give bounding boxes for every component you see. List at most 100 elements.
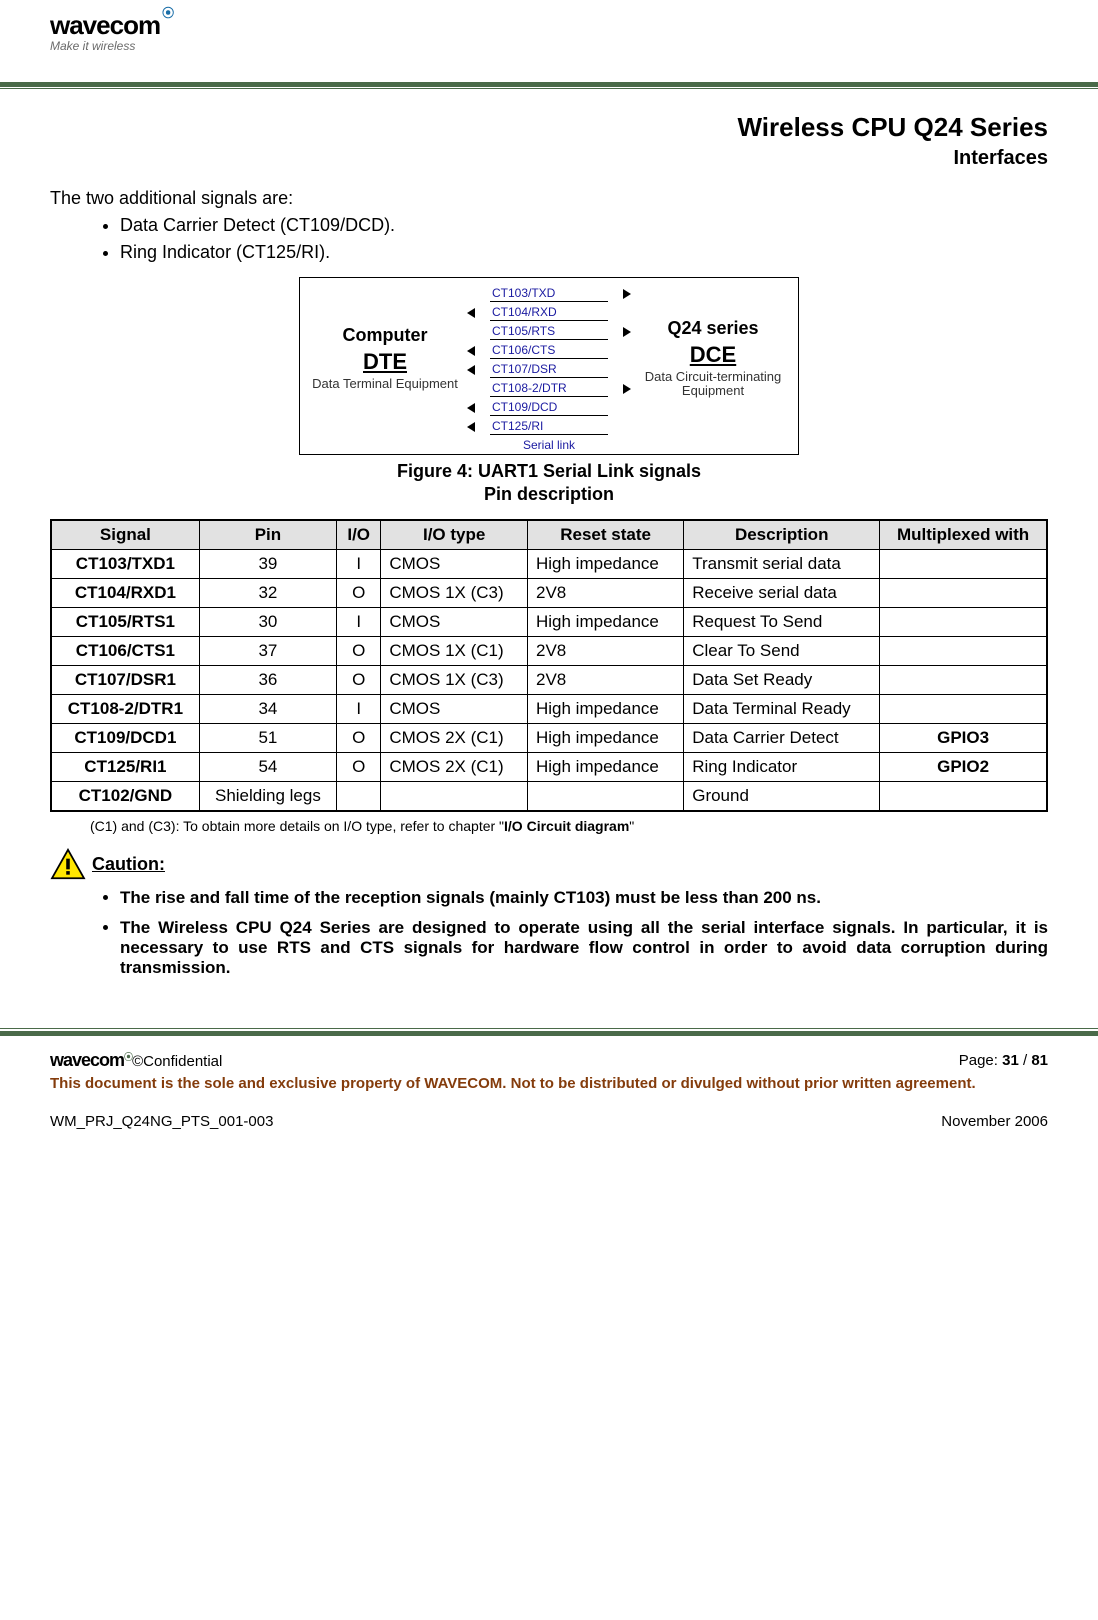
table-cell: 34	[199, 695, 336, 724]
table-row: CT109/DCD151OCMOS 2X (C1)High impedanceD…	[51, 724, 1047, 753]
signal-arrow-left	[470, 363, 490, 377]
table-cell: 2V8	[528, 579, 684, 608]
footer-date: November 2006	[941, 1113, 1048, 1130]
signal-arrow-right	[608, 325, 628, 339]
table-cell: O	[337, 666, 381, 695]
signal-arrow-left	[470, 344, 490, 358]
diagram-signal-row: CT108-2/DTR	[470, 379, 628, 398]
table-cell: Transmit serial data	[684, 550, 880, 579]
caution-block: Caution: The rise and fall time of the r…	[50, 848, 1048, 978]
footer-doc-ref: WM_PRJ_Q24NG_PTS_001-003	[50, 1113, 273, 1130]
table-cell: CMOS	[381, 608, 528, 637]
diagram-signal-row: CT104/RXD	[470, 303, 628, 322]
signal-arrow-left	[470, 401, 490, 415]
brand-tagline: Make it wireless	[50, 39, 171, 53]
pin-description-table: SignalPinI/OI/O typeReset stateDescripti…	[50, 519, 1048, 812]
table-row: CT106/CTS137OCMOS 1X (C1)2V8Clear To Sen…	[51, 637, 1047, 666]
table-cell: High impedance	[528, 695, 684, 724]
table-header-cell: I/O	[337, 520, 381, 550]
table-cell: CT107/DSR1	[51, 666, 199, 695]
table-row: CT107/DSR136OCMOS 1X (C3)2V8Data Set Rea…	[51, 666, 1047, 695]
table-cell: CMOS	[381, 695, 528, 724]
signal-label: CT109/DCD	[490, 400, 608, 416]
signal-arrow-left	[470, 420, 490, 434]
table-cell: CT105/RTS1	[51, 608, 199, 637]
table-cell: I	[337, 550, 381, 579]
intro-text: The two additional signals are:	[50, 188, 1048, 209]
signal-bullet: Ring Indicator (CT125/RI).	[120, 242, 1048, 263]
footer-page-label: Page:	[959, 1052, 1002, 1069]
table-cell: High impedance	[528, 753, 684, 782]
table-row: CT104/RXD132OCMOS 1X (C3)2V8Receive seri…	[51, 579, 1047, 608]
table-row: CT102/GNDShielding legsGround	[51, 782, 1047, 812]
table-header-cell: Multiplexed with	[880, 520, 1047, 550]
table-cell	[880, 666, 1047, 695]
footer-page: Page: 31 / 81	[959, 1052, 1048, 1069]
serial-link-diagram: Computer DTE Data Terminal Equipment CT1…	[299, 277, 799, 455]
signal-bullet-list: Data Carrier Detect (CT109/DCD). Ring In…	[100, 215, 1048, 263]
table-cell: 36	[199, 666, 336, 695]
signal-arrow-right	[608, 344, 628, 358]
table-cell: 51	[199, 724, 336, 753]
table-row: CT105/RTS130ICMOSHigh impedanceRequest T…	[51, 608, 1047, 637]
table-cell: I	[337, 608, 381, 637]
footer-separator	[0, 1028, 1098, 1040]
signal-label: CT125/RI	[490, 419, 608, 435]
right-endpoint-line1: Q24 series	[636, 318, 790, 340]
footer-page-sep: /	[1019, 1052, 1032, 1069]
left-endpoint-line1: Computer	[308, 325, 462, 347]
brand-logo: wavecom⦿ Make it wireless	[50, 10, 171, 53]
left-endpoint-sub: Data Terminal Equipment	[308, 377, 462, 391]
table-cell: Clear To Send	[684, 637, 880, 666]
table-cell: O	[337, 637, 381, 666]
table-cell: High impedance	[528, 608, 684, 637]
table-cell: Shielding legs	[199, 782, 336, 812]
brand-superscript: ⦿	[162, 6, 173, 20]
signal-label: CT107/DSR	[490, 362, 608, 378]
table-cell: 2V8	[528, 637, 684, 666]
table-header-cell: Pin	[199, 520, 336, 550]
document-title: Wireless CPU Q24 Series	[50, 112, 1048, 143]
signal-arrow-right	[608, 287, 628, 301]
table-cell	[880, 782, 1047, 812]
table-cell	[880, 637, 1047, 666]
diagram-bottom-label: Serial link	[523, 438, 575, 452]
table-cell: O	[337, 724, 381, 753]
table-cell: Data Set Ready	[684, 666, 880, 695]
table-cell	[880, 550, 1047, 579]
table-footnote: (C1) and (C3): To obtain more details on…	[90, 818, 1048, 834]
brand-name: wavecom	[50, 10, 160, 40]
footnote-bold: I/O Circuit diagram	[504, 818, 629, 834]
footer-left: wavecom⦿©Confidential	[50, 1050, 222, 1071]
table-row: CT125/RI154OCMOS 2X (C1)High impedanceRi…	[51, 753, 1047, 782]
table-header-cell: I/O type	[381, 520, 528, 550]
footnote-pre: (C1) and (C3): To obtain more details on…	[90, 818, 504, 834]
right-endpoint-sub: Data Circuit-terminating Equipment	[636, 370, 790, 399]
signal-arrow-left	[470, 325, 490, 339]
table-cell: O	[337, 579, 381, 608]
table-cell: 32	[199, 579, 336, 608]
figure-caption: Figure 4: UART1 Serial Link signals	[50, 461, 1048, 482]
table-cell: CT106/CTS1	[51, 637, 199, 666]
table-cell: CMOS	[381, 550, 528, 579]
diagram-signal-row: CT107/DSR	[470, 360, 628, 379]
table-cell: CT108-2/DTR1	[51, 695, 199, 724]
header-logo-block: wavecom⦿ Make it wireless	[50, 10, 1048, 70]
right-endpoint-line2: DCE	[636, 342, 790, 368]
table-cell: O	[337, 753, 381, 782]
diagram-right-endpoint: Q24 series DCE Data Circuit-terminating …	[628, 278, 798, 454]
signal-bullet: Data Carrier Detect (CT109/DCD).	[120, 215, 1048, 236]
footer-page-current: 31	[1002, 1052, 1019, 1069]
table-row: CT103/TXD139ICMOSHigh impedanceTransmit …	[51, 550, 1047, 579]
table-cell: CT125/RI1	[51, 753, 199, 782]
table-cell: CT102/GND	[51, 782, 199, 812]
left-endpoint-line2: DTE	[308, 349, 462, 375]
table-cell	[381, 782, 528, 812]
table-cell: High impedance	[528, 724, 684, 753]
caution-list: The rise and fall time of the reception …	[100, 888, 1048, 978]
signal-label: CT103/TXD	[490, 286, 608, 302]
signal-label: CT105/RTS	[490, 324, 608, 340]
table-header-cell: Description	[684, 520, 880, 550]
diagram-signal-column: CT103/TXDCT104/RXDCT105/RTSCT106/CTSCT10…	[470, 278, 628, 454]
table-cell: 2V8	[528, 666, 684, 695]
